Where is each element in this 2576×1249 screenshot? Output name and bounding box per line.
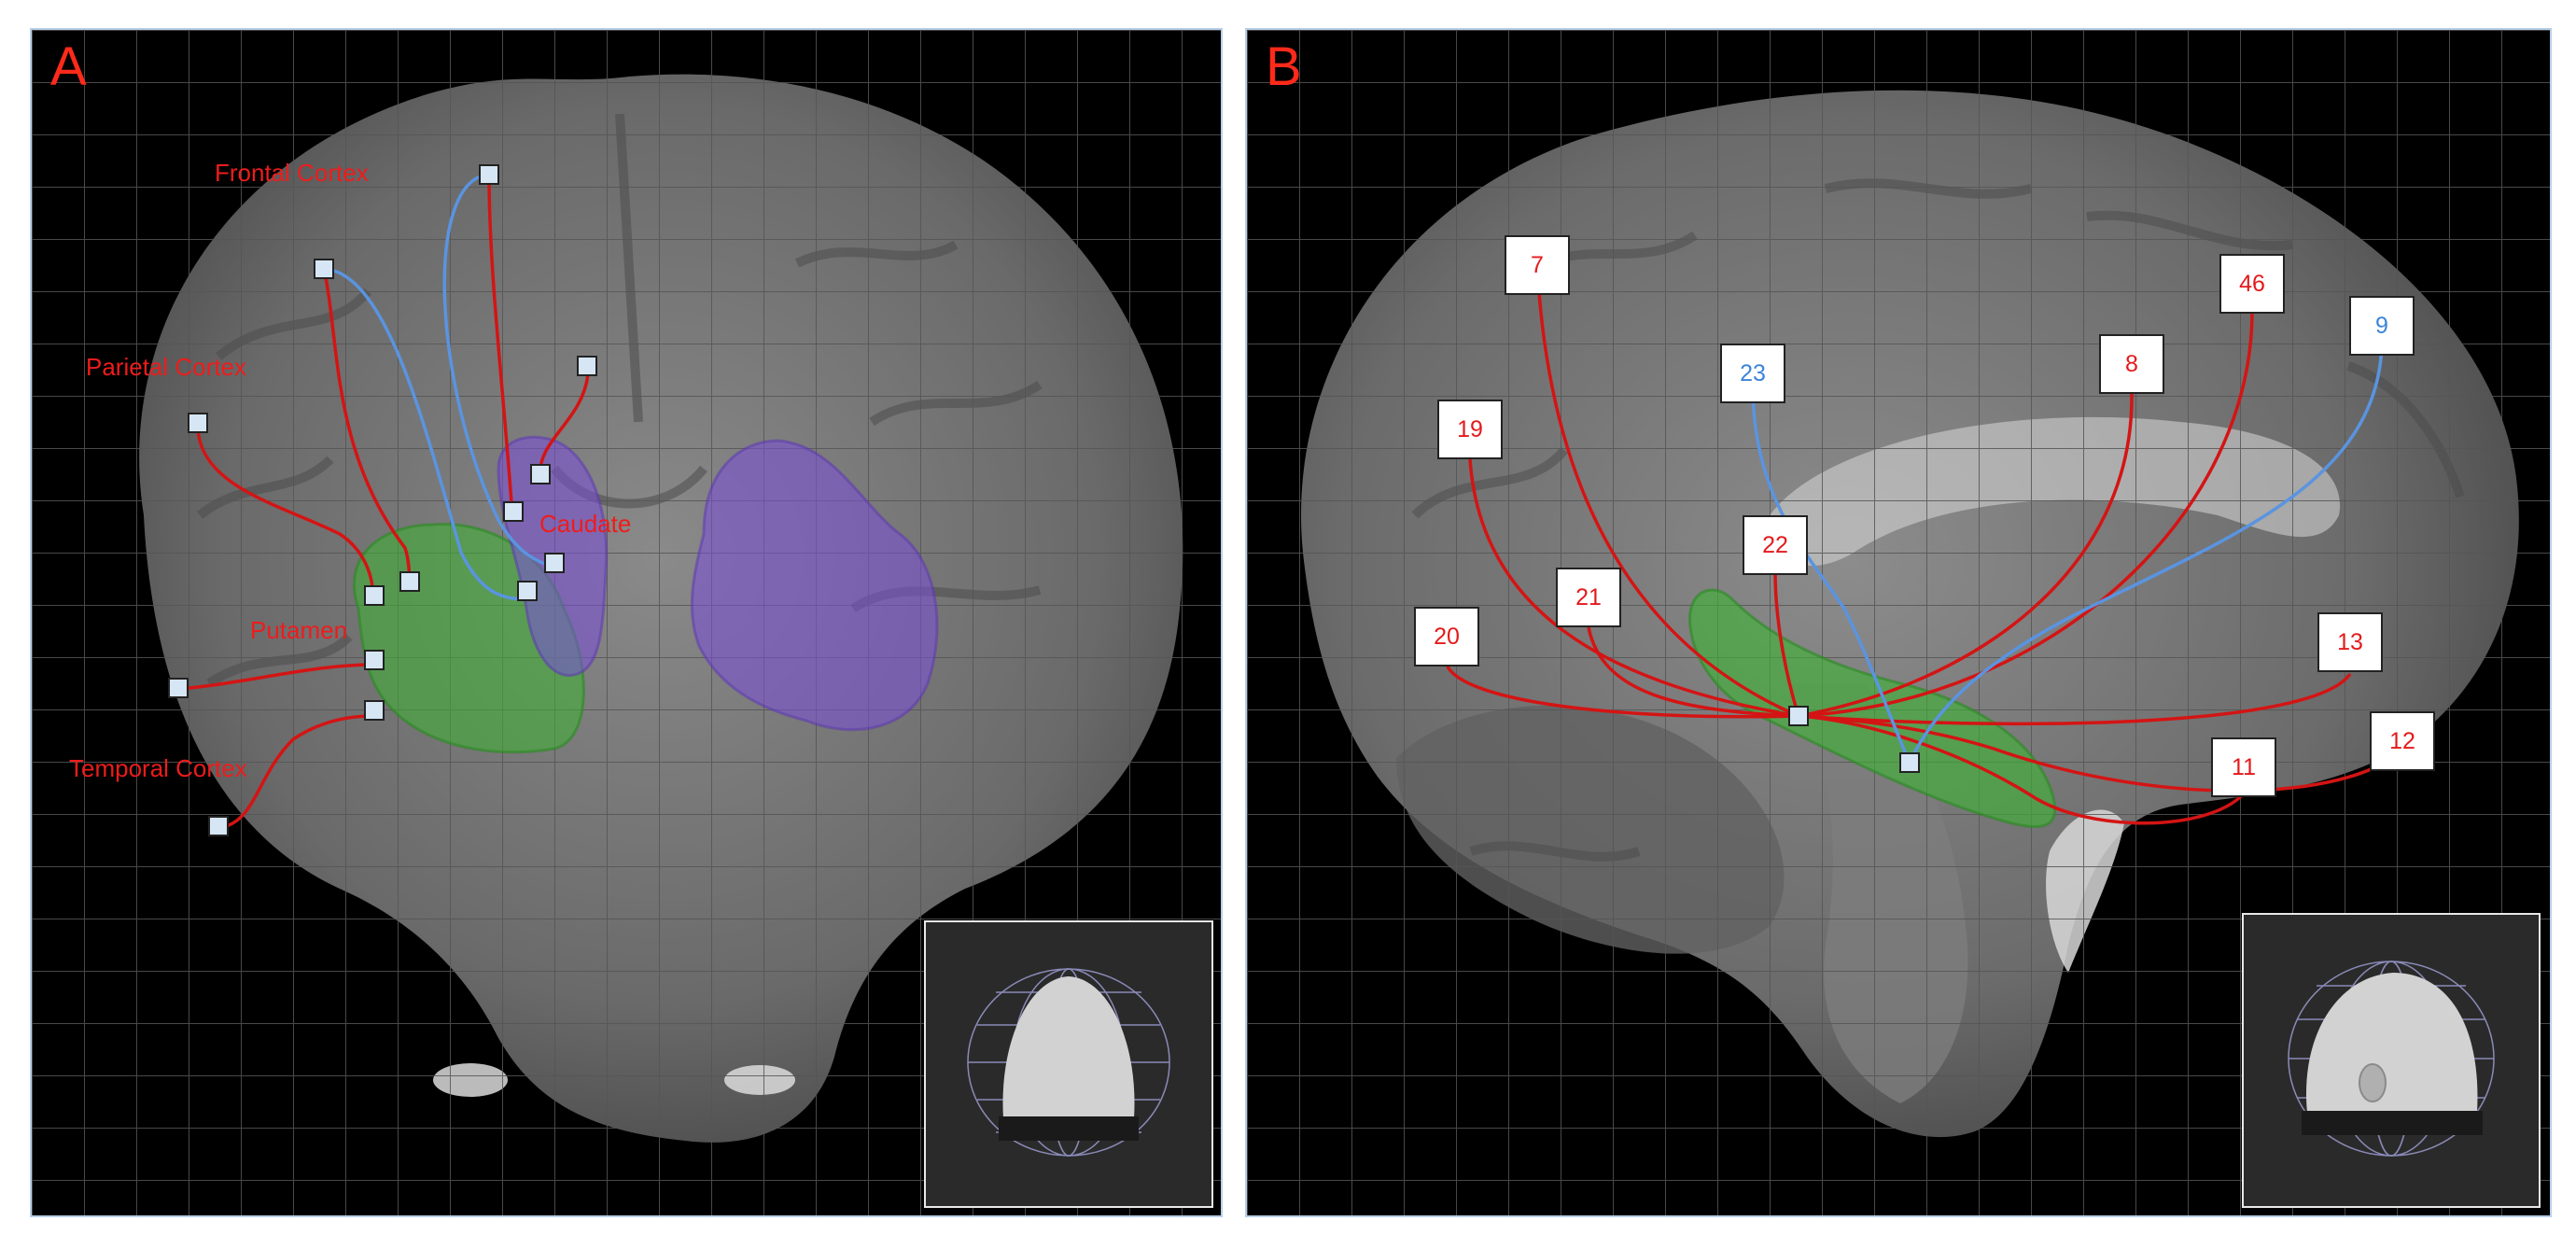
connection-area-9 [1908, 332, 2384, 764]
label-frontal-cortex: Frontal Cortex [215, 159, 369, 187]
area-box-12[interactable]: 12 [2370, 711, 2435, 771]
node-hub-red[interactable] [1788, 706, 1809, 726]
area-box-19[interactable]: 19 [1437, 400, 1503, 459]
connection-frontal-putamen [322, 268, 412, 591]
area-box-13[interactable]: 13 [2317, 612, 2383, 672]
head-model-side [2305, 973, 2478, 1113]
connection-area-19 [1468, 458, 1799, 718]
node-putamen-1[interactable] [399, 571, 420, 592]
connection-frontal-caudate [487, 174, 514, 516]
connection-area-7 [1535, 264, 1799, 718]
node-frontal-2[interactable] [314, 259, 334, 279]
label-parietal-cortex: Parietal Cortex [86, 353, 246, 381]
node-superior-1[interactable] [577, 356, 597, 376]
connection-frontal-putamen-blue [323, 267, 527, 601]
orientation-inset-a [924, 920, 1213, 1208]
area-box-9[interactable]: 9 [2349, 296, 2415, 356]
connection-parietal-putamen [196, 427, 375, 600]
node-putamen-3[interactable] [364, 650, 385, 670]
caudate-region-right [690, 439, 939, 732]
label-temporal-cortex: Temporal Cortex [69, 754, 247, 782]
head-orientation-globe [967, 968, 1170, 1157]
connection-lines-b [1445, 264, 2404, 825]
connection-area-20 [1445, 664, 1799, 719]
node-temporal-2[interactable] [208, 816, 229, 836]
area-box-20[interactable]: 20 [1414, 607, 1479, 667]
connection-lines [178, 173, 590, 830]
label-caudate: Caudate [539, 510, 632, 538]
connection-area-46 [1798, 305, 2254, 718]
panel-b-letter: B [1266, 36, 1302, 97]
orientation-inset-b [2242, 913, 2541, 1208]
panel-a-letter: A [50, 36, 87, 97]
area-box-21[interactable]: 21 [1556, 568, 1621, 627]
node-parietal-1[interactable] [188, 413, 208, 433]
ear-shape [2359, 1063, 2387, 1102]
connection-area-11 [1798, 714, 2246, 825]
node-putamen-2[interactable] [364, 585, 385, 606]
area-box-23[interactable]: 23 [1720, 344, 1785, 403]
node-temporal-1[interactable] [168, 678, 189, 698]
connection-area-21 [1587, 626, 1799, 718]
connection-area-8 [1798, 393, 2134, 718]
area-box-7[interactable]: 7 [1505, 235, 1570, 295]
area-box-46[interactable]: 46 [2219, 254, 2285, 314]
head-model-back [1002, 976, 1135, 1118]
node-caudate-1[interactable] [530, 464, 551, 484]
connection-frontal-caudate-blue [442, 173, 555, 568]
connection-area-12 [1798, 714, 2404, 793]
head-orientation-globe-b [2288, 961, 2495, 1157]
node-frontal-1[interactable] [479, 164, 499, 185]
panel-b: B 7 19 20 21 22 23 8 46 9 13 11 12 [1245, 28, 2552, 1217]
area-box-22[interactable]: 22 [1743, 515, 1808, 575]
panel-a: A Frontal Cortex Parietal Cortex Caudate… [30, 28, 1223, 1217]
node-caudate-3[interactable] [544, 553, 565, 573]
node-caudate-2[interactable] [503, 501, 524, 522]
area-box-11[interactable]: 11 [2211, 737, 2276, 797]
connection-temporal-putamen-1 [178, 663, 374, 691]
label-putamen: Putamen [250, 616, 348, 644]
coronal-mri-view [32, 30, 1221, 1215]
node-putamen-4[interactable] [364, 700, 385, 721]
connection-area-23 [1751, 379, 1911, 764]
connection-area-22 [1773, 570, 1800, 717]
area-box-8[interactable]: 8 [2099, 334, 2164, 394]
node-caudate-4[interactable] [517, 581, 538, 601]
connection-temporal-putamen-2 [217, 714, 374, 830]
node-hub-blue[interactable] [1899, 752, 1920, 773]
connection-area-13 [1798, 672, 2352, 726]
